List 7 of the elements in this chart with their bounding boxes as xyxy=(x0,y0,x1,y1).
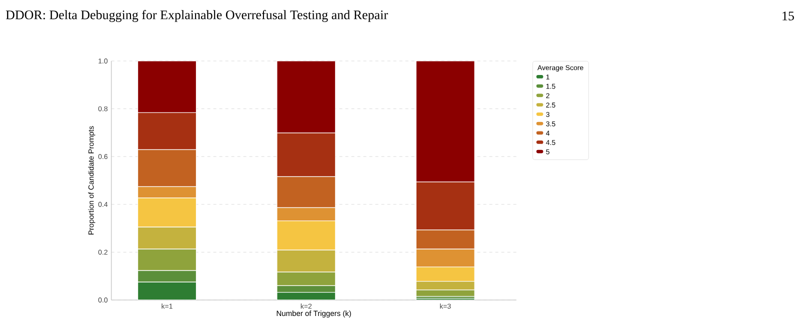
bar xyxy=(416,60,475,182)
text: 15 xyxy=(782,12,794,20)
bar xyxy=(137,282,197,300)
bar xyxy=(276,292,336,300)
bar xyxy=(276,60,336,134)
bar xyxy=(137,60,197,113)
chart-title: DDOR: Delta Debugging for Explainable Overrefusal Testing and Repair xyxy=(6,10,388,22)
